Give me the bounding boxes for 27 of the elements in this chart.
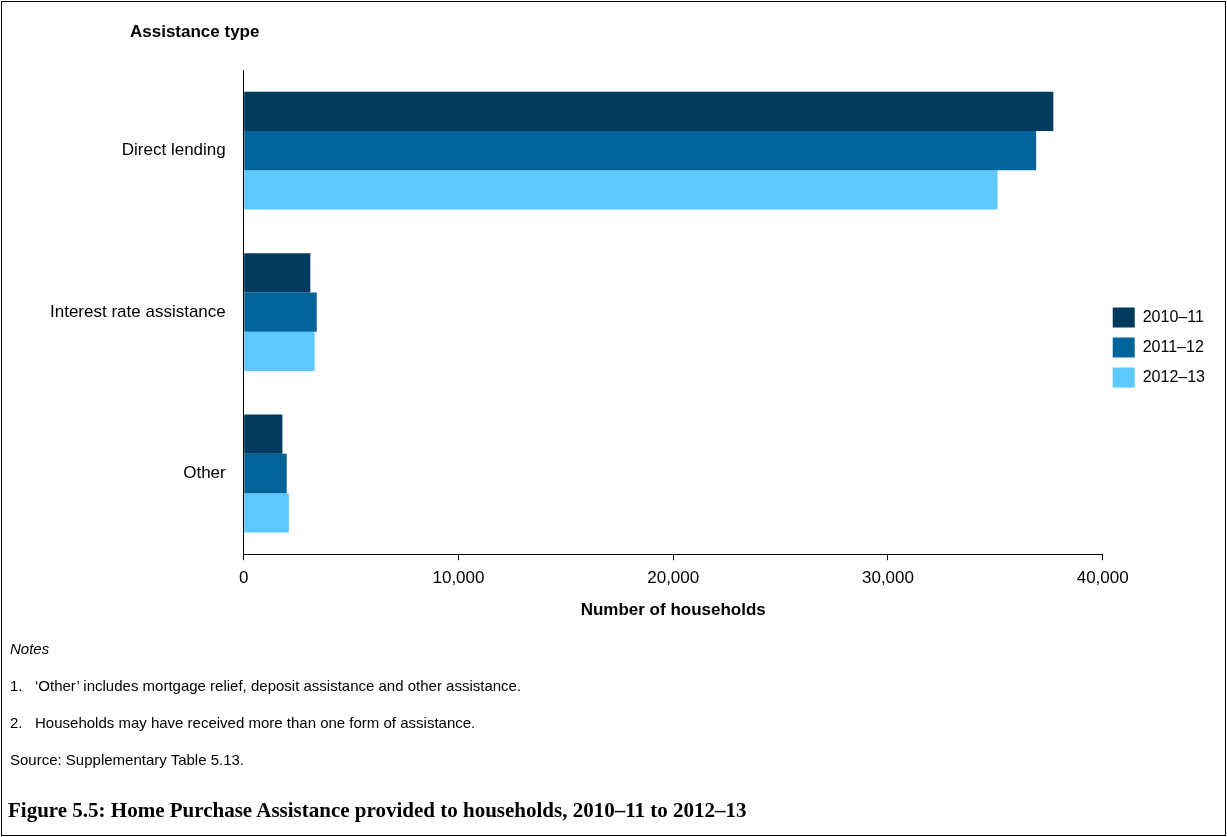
y-tick-label: Direct lending <box>121 140 226 160</box>
legend-label: 2012–13 <box>1142 367 1206 385</box>
bar <box>244 331 315 372</box>
bar <box>244 91 1054 132</box>
x-tick-label: 10,000 <box>432 568 485 588</box>
x-tick-label: 0 <box>239 568 249 588</box>
bar <box>244 493 289 533</box>
y-tick-label: Other <box>183 463 227 483</box>
y-tick-label: Interest rate assistance <box>49 301 226 321</box>
bar <box>244 131 1037 171</box>
source-note: Source: Supplementary Table 5.13. <box>10 751 246 768</box>
bar <box>244 292 317 332</box>
x-tick-label: 20,000 <box>647 568 700 588</box>
x-tick-label: 40,000 <box>1076 568 1129 588</box>
bar <box>244 170 998 210</box>
text: Notes <box>10 640 51 657</box>
text: 2. Households may have received more than one form of assistance. <box>10 714 477 731</box>
y-axis-title: Assistance type <box>130 21 260 41</box>
bar <box>244 453 287 494</box>
legend-label: 2011–12 <box>1142 337 1204 355</box>
x-axis-title: Number of households <box>580 600 766 620</box>
text: 1. ‘Other’ includes mortgage relief, deposit assistance and other assistance. <box>10 677 522 694</box>
legend-label: 2010–11 <box>1142 307 1204 325</box>
bar <box>244 253 311 293</box>
x-tick-label: 30,000 <box>861 568 914 588</box>
bar <box>244 414 283 454</box>
text: Figure 5.5: Home Purchase Assistance provided to households, 2010–11 to 2012–13 <box>8 798 747 823</box>
